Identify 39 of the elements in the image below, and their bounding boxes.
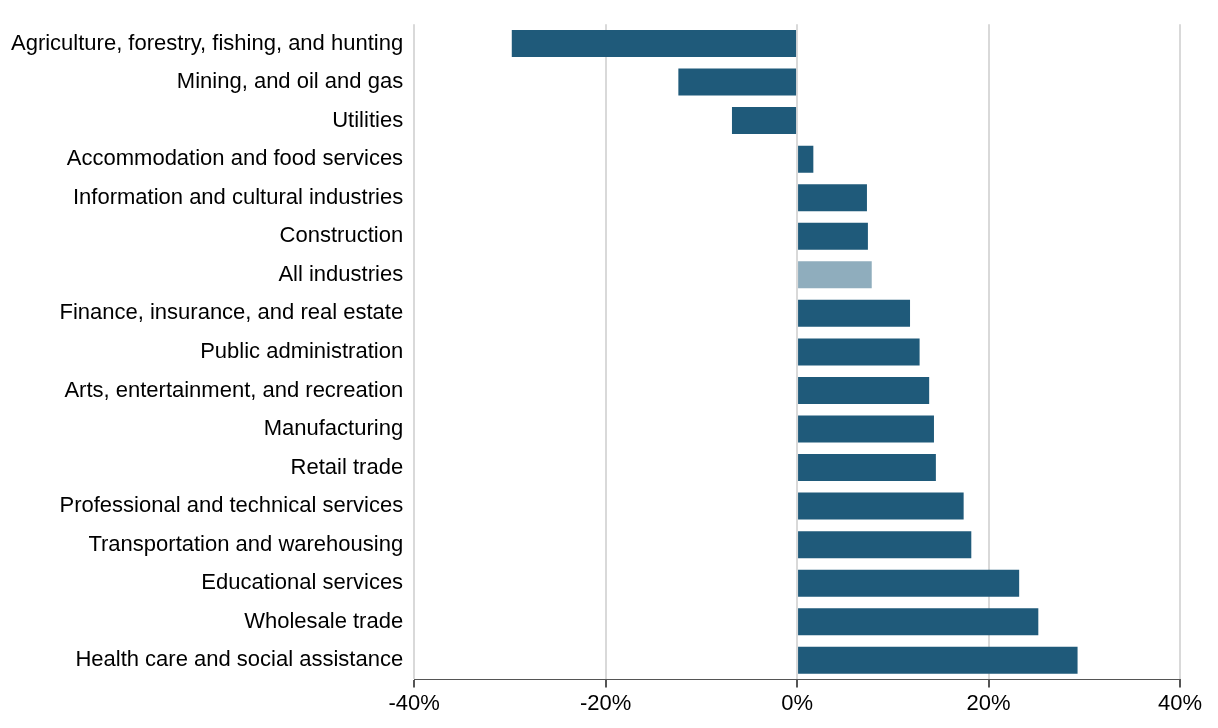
y-tick-label: Information and cultural industries <box>72 183 404 209</box>
y-tick-label: Accommodation and food services <box>66 145 404 171</box>
bar <box>798 492 964 520</box>
x-tick-label: 40% <box>1157 689 1203 715</box>
y-tick-label: Retail trade <box>290 453 404 479</box>
y-tick-label: Mining, and oil and gas <box>176 68 404 94</box>
bar <box>798 646 1078 674</box>
y-tick-label: Manufacturing <box>263 415 404 441</box>
bar <box>798 299 911 327</box>
x-tick-label: -20% <box>579 689 632 715</box>
bar <box>798 376 930 404</box>
bar <box>798 569 1020 597</box>
y-tick-label: Agriculture, forestry, fishing, and hunting <box>10 29 404 55</box>
bar <box>798 608 1039 636</box>
x-tick-label: 0% <box>781 689 813 715</box>
bar <box>798 261 872 289</box>
bar <box>798 222 868 250</box>
y-tick-label: Arts, entertainment, and recreation <box>64 376 404 402</box>
bar <box>731 107 797 135</box>
y-tick-label: Finance, insurance, and real estate <box>59 299 404 325</box>
y-tick-label: Public administration <box>200 337 404 363</box>
x-tick-label: -40% <box>388 689 440 715</box>
x-tick-label: 20% <box>966 689 1011 715</box>
y-tick-label: Educational services <box>201 569 404 595</box>
y-tick-label: Utilities <box>332 106 404 132</box>
y-tick-label: Health care and social assistance <box>75 646 404 672</box>
y-tick-label: Transportation and warehousing <box>88 530 404 556</box>
y-tick-label: Construction <box>279 222 404 248</box>
bar <box>798 145 814 173</box>
bar <box>678 68 797 96</box>
bar <box>798 531 972 559</box>
bar <box>511 29 797 57</box>
bar <box>798 184 867 212</box>
y-tick-label: Professional and technical services <box>59 492 404 518</box>
bar <box>798 338 920 366</box>
bar <box>798 415 934 443</box>
y-tick-label: All industries <box>278 260 404 286</box>
bar <box>798 454 936 482</box>
y-tick-label: Wholesale trade <box>244 607 404 633</box>
